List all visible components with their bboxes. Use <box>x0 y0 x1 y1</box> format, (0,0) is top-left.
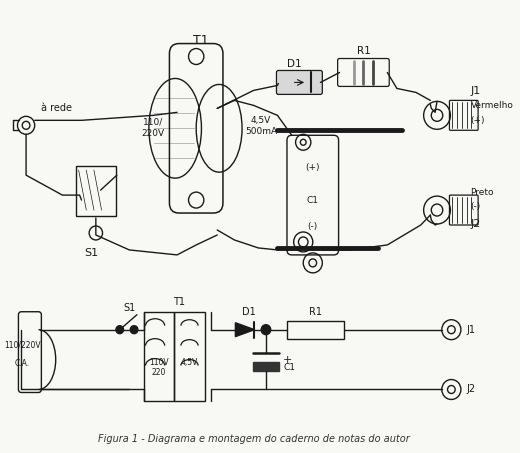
Text: C.A.: C.A. <box>15 359 30 368</box>
Text: T1: T1 <box>193 34 209 47</box>
Text: 110/220V: 110/220V <box>4 340 41 349</box>
Text: T1: T1 <box>173 297 185 307</box>
Text: 4,5V: 4,5V <box>251 116 271 125</box>
Text: J1: J1 <box>466 325 476 335</box>
Text: J2: J2 <box>471 219 481 229</box>
Text: (-): (-) <box>471 202 480 211</box>
Bar <box>144 312 174 401</box>
Text: à rede: à rede <box>42 103 72 113</box>
Polygon shape <box>253 361 279 371</box>
Text: 220V: 220V <box>141 129 165 138</box>
Text: D1: D1 <box>242 307 256 317</box>
Text: +: + <box>283 355 293 365</box>
Text: Preto: Preto <box>471 188 494 197</box>
Circle shape <box>116 326 124 334</box>
Text: R1: R1 <box>309 307 322 317</box>
Text: R1: R1 <box>357 46 370 56</box>
FancyBboxPatch shape <box>277 71 322 94</box>
Bar <box>174 312 205 401</box>
Bar <box>287 321 344 339</box>
Circle shape <box>130 326 138 334</box>
Text: C1: C1 <box>283 363 295 372</box>
Text: (+): (+) <box>471 116 485 125</box>
Text: 110V
220: 110V 220 <box>149 358 168 377</box>
Text: S1: S1 <box>84 248 98 258</box>
Text: Figura 1 - Diagrama e montagem do caderno de notas do autor: Figura 1 - Diagrama e montagem do cadern… <box>98 434 409 444</box>
Text: (+): (+) <box>306 163 320 172</box>
Polygon shape <box>236 323 254 337</box>
Text: (-): (-) <box>308 222 318 231</box>
Text: 4,5V: 4,5V <box>181 358 198 367</box>
Text: J2: J2 <box>466 385 476 395</box>
Text: 110/: 110/ <box>143 118 163 127</box>
Text: 500mA: 500mA <box>245 127 277 136</box>
Text: Vermelho: Vermelho <box>471 101 513 110</box>
Text: D1: D1 <box>288 59 302 69</box>
Text: C1: C1 <box>307 196 319 205</box>
Circle shape <box>261 325 271 335</box>
Text: J1: J1 <box>471 87 480 96</box>
Text: S1: S1 <box>123 303 135 313</box>
